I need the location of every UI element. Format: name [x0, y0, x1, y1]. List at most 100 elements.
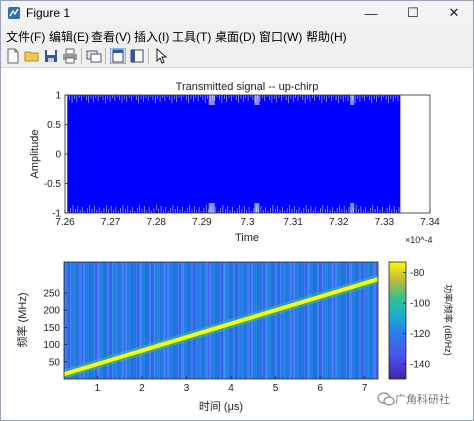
menu-help[interactable]: 帮助(H) [306, 30, 347, 44]
y-tick-label: 250 [43, 288, 60, 299]
watermark: 广角科研社 [377, 391, 450, 407]
spectrogram-column [197, 262, 199, 379]
watermark-text: 广角科研社 [395, 394, 450, 406]
colorbar-tick-label: -80 [410, 268, 425, 279]
spectrogram-column [329, 262, 331, 379]
spectrogram-column [142, 262, 143, 379]
panel-icon[interactable] [129, 48, 145, 64]
spectrogram-column [73, 262, 76, 379]
menu-edit[interactable]: 编辑(E) [49, 30, 89, 44]
spectrogram-column [257, 262, 259, 379]
spectrogram-column [367, 262, 370, 379]
spectrogram-column [292, 262, 293, 379]
x-tick-label: 7.32 [329, 217, 349, 228]
spectrogram-column [127, 262, 130, 379]
menu-view[interactable]: 查看(V) [91, 30, 131, 44]
print-icon[interactable] [62, 48, 78, 64]
spectrogram-column [190, 262, 191, 379]
spectrogram-column [293, 262, 295, 379]
maximize-button[interactable]: ☐ [407, 5, 419, 20]
close-button[interactable]: ✕ [448, 5, 460, 20]
spectrogram-column [196, 262, 197, 379]
spectrogram-column [64, 262, 65, 379]
spectrogram-column [346, 262, 347, 379]
colorbar-tick-label: -140 [410, 359, 430, 370]
spectrogram-column [341, 262, 343, 379]
chirp-line [64, 277, 378, 377]
spectrogram-column [154, 262, 155, 379]
spectrogram-column [76, 262, 77, 379]
spectrogram-column [343, 262, 346, 379]
spectrogram-column [262, 262, 263, 379]
spectrogram-column [202, 262, 203, 379]
spectrogram-column [160, 262, 161, 379]
spectrogram-column [155, 262, 157, 379]
colorbar-ticks: -80 -100 -120 -140 [403, 268, 430, 370]
spectrogram-column [263, 262, 265, 379]
dock-icon[interactable] [110, 48, 126, 64]
spectrogram-column [112, 262, 113, 379]
save-icon[interactable] [43, 48, 59, 64]
spectrogram-column [145, 262, 148, 379]
spectrogram-column [358, 262, 359, 379]
signal-gap [254, 203, 260, 213]
spectrogram-column [209, 262, 211, 379]
spectrogram-column [203, 262, 205, 379]
spectrogram-column [337, 262, 340, 379]
spectrogram-column [311, 262, 313, 379]
spectrogram-column [65, 262, 67, 379]
new-figure-icon[interactable] [5, 48, 21, 64]
spectrogram-column [94, 262, 95, 379]
x-tick-label: 7.34 [420, 217, 440, 228]
pointer-icon[interactable] [153, 48, 169, 64]
x-tick-label: 7.3 [241, 217, 255, 228]
spectrogram-column [82, 262, 83, 379]
spectrogram-column [259, 262, 262, 379]
spectrogram-column [133, 262, 136, 379]
spectrogram-column [175, 262, 178, 379]
signal-gap [350, 95, 355, 105]
link-icon[interactable] [86, 48, 102, 64]
signal-envelope [67, 95, 401, 213]
window-title: Figure 1 [26, 6, 71, 20]
spectrogram-column [355, 262, 358, 379]
spectrogram-column [364, 262, 365, 379]
spectrogram-column [83, 262, 85, 379]
minimize-button[interactable]: — [364, 5, 378, 21]
menu-desktop[interactable]: 桌面(D) [215, 30, 256, 44]
spectrogram-column [163, 262, 166, 379]
spectrogram-column [340, 262, 341, 379]
spectrogram-column [167, 262, 169, 379]
x-tick-label: 7.26 [55, 217, 75, 228]
menu-window[interactable]: 窗口(W) [259, 30, 303, 44]
menu-insert[interactable]: 插入(I) [134, 30, 170, 44]
spectrogram-column [301, 262, 304, 379]
menu-file[interactable]: 文件(F) [6, 30, 46, 44]
spectrogram-column [137, 262, 139, 379]
x-axis-exponent: ×10^-4 [405, 235, 433, 245]
spectrogram-column [97, 262, 100, 379]
spectrogram-column [118, 262, 119, 379]
spectrogram-column [310, 262, 311, 379]
spectrogram-column [172, 262, 173, 379]
spectrogram-column [161, 262, 163, 379]
spectrogram-column [151, 262, 154, 379]
y-tick-label: 1 [55, 91, 61, 102]
spectrogram-column [199, 262, 202, 379]
spectrogram-column [67, 262, 70, 379]
title-bar: Figure 1 — ☐ ✕ [1, 1, 473, 25]
spectrogram-column [220, 262, 221, 379]
spectrogram-column [179, 262, 181, 379]
spectrogram-column [107, 262, 109, 379]
spectrogram-column [205, 262, 208, 379]
open-icon[interactable] [24, 48, 40, 64]
spectrogram-column [113, 262, 115, 379]
y-axis: 1 0.5 0 -0.5 -1 [44, 91, 68, 220]
toolbar [1, 45, 473, 68]
menu-tools[interactable]: 工具(T) [172, 30, 212, 44]
spectrogram-column [376, 262, 377, 379]
spectrogram-column [85, 262, 88, 379]
spectrogram-column [217, 262, 220, 379]
colorbar: -80 -100 -120 -140 功率/频率 (dB/Hz) [388, 261, 454, 380]
y-axis-label: Amplitude [29, 130, 41, 179]
